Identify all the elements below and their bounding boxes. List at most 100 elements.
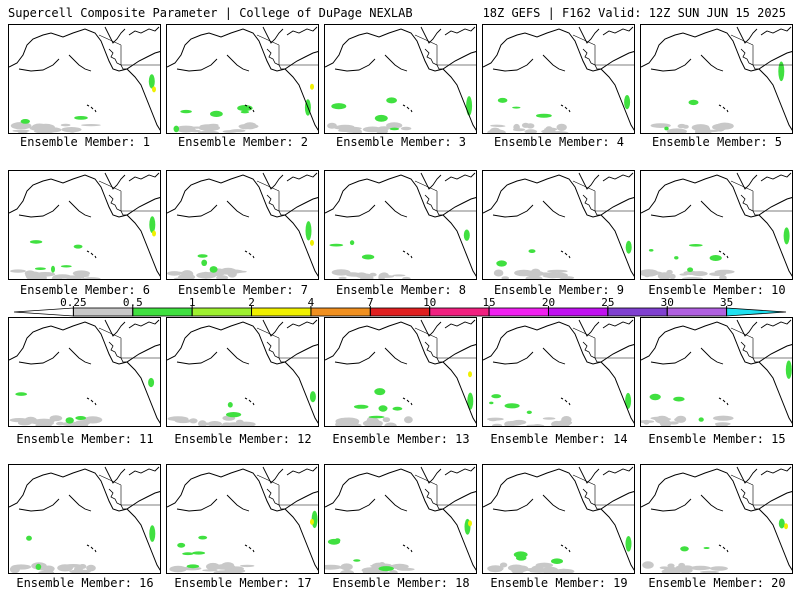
scp-low-area — [229, 129, 246, 133]
color-scale-label: 20 — [541, 296, 556, 309]
coastline — [176, 26, 318, 72]
scp-low-area — [224, 568, 246, 573]
scp-moderate-area — [353, 559, 361, 562]
scp-moderate-area — [35, 563, 42, 570]
basemap — [9, 26, 160, 133]
scp-low-area — [185, 271, 194, 277]
scp-low-area — [493, 269, 504, 277]
scp-coastal-area — [785, 360, 792, 379]
scp-low-area — [10, 122, 32, 130]
ensemble-member-label: Ensemble Member: 12 — [174, 432, 312, 446]
coastline — [572, 474, 634, 506]
ensemble-member-map — [482, 317, 635, 427]
color-scale-bar — [13, 306, 787, 317]
scp-low-area — [86, 564, 96, 572]
scp-coastal-area — [625, 240, 632, 254]
scp-high-area — [310, 518, 314, 525]
scp-low-area — [81, 124, 101, 127]
scp-low-area — [174, 418, 192, 424]
coastline — [740, 341, 759, 363]
coastline — [334, 172, 476, 218]
ensemble-member-map — [166, 317, 319, 427]
ensemble-member-label: Ensemble Member: 20 — [648, 576, 786, 590]
scp-moderate-area — [361, 254, 375, 260]
scp-moderate-area — [709, 255, 722, 261]
hawaii-islands — [718, 250, 729, 259]
basemap — [167, 26, 318, 133]
coastline — [492, 319, 634, 365]
scp-low-area — [513, 128, 526, 132]
coastline — [256, 474, 318, 506]
scp-low-area — [25, 271, 42, 279]
hawaii-islands — [244, 104, 255, 113]
scp-low-area — [542, 417, 556, 420]
ensemble-member-map — [166, 170, 319, 280]
color-scale-label: 30 — [660, 296, 674, 309]
scp-high-area — [152, 230, 156, 237]
scp-moderate-area — [674, 256, 679, 260]
color-scale-swatch — [726, 307, 787, 317]
scp-moderate-area — [649, 393, 661, 401]
scp-moderate-area — [192, 551, 206, 555]
scp-moderate-area — [703, 547, 710, 549]
color-scale-swatch — [310, 307, 371, 317]
scp-low-area — [377, 126, 390, 131]
coastline — [572, 327, 634, 359]
scp-moderate-area — [496, 260, 507, 267]
scp-low-area — [488, 568, 503, 573]
coastline — [9, 28, 160, 131]
scp-moderate-area — [73, 244, 83, 249]
ensemble-member-label: Ensemble Member: 15 — [648, 432, 786, 446]
coastline — [730, 327, 792, 359]
basemap — [641, 172, 792, 279]
scp-moderate-area — [209, 266, 218, 273]
scp-low-area — [29, 125, 51, 131]
scp-low-area — [641, 269, 659, 277]
scp-moderate-area — [497, 97, 508, 103]
scp-low-area — [384, 422, 397, 426]
hawaii-islands — [244, 544, 255, 553]
scp-low-area — [490, 124, 504, 127]
coastline — [492, 26, 634, 72]
scp-low-area — [24, 416, 38, 424]
scp-low-area — [338, 566, 348, 569]
scp-coastal-area — [625, 536, 632, 552]
scp-moderate-area — [173, 125, 180, 133]
coastline — [414, 34, 476, 66]
coastline — [334, 466, 476, 512]
ensemble-member-label: Ensemble Member: 10 — [648, 283, 786, 297]
color-scale-label: 4 — [307, 296, 315, 309]
coastline — [730, 180, 792, 212]
scp-low-area — [691, 271, 708, 277]
scp-moderate-area — [528, 249, 536, 253]
scp-moderate-area — [680, 546, 689, 552]
scp-moderate-area — [237, 105, 253, 112]
color-scale-swatch — [72, 307, 134, 317]
scp-moderate-area — [29, 240, 43, 244]
coastline — [108, 194, 127, 216]
basemap — [9, 172, 160, 279]
scp-coastal-area — [466, 96, 473, 116]
coastline — [492, 466, 634, 512]
ensemble-member-label: Ensemble Member: 3 — [335, 135, 467, 149]
scp-coastal-area — [778, 518, 785, 529]
scp-low-area — [338, 417, 360, 426]
coastline — [108, 488, 127, 510]
hawaii-islands — [718, 544, 729, 553]
ensemble-member-map — [8, 24, 161, 134]
coastline — [414, 474, 476, 506]
ensemble-member-label: Ensemble Member: 4 — [493, 135, 625, 149]
ensemble-member-map — [166, 464, 319, 574]
coastline — [256, 327, 318, 359]
scp-low-area — [504, 420, 523, 426]
coastline — [176, 466, 318, 512]
scp-moderate-area — [198, 254, 205, 257]
scp-coastal-area — [149, 216, 156, 234]
coastline — [167, 468, 318, 571]
basemap — [9, 319, 160, 426]
scp-moderate-area — [75, 416, 87, 420]
scp-low-area — [75, 420, 91, 426]
basemap — [167, 319, 318, 426]
scp-coastal-area — [778, 61, 785, 82]
color-scale-swatch — [251, 307, 312, 317]
